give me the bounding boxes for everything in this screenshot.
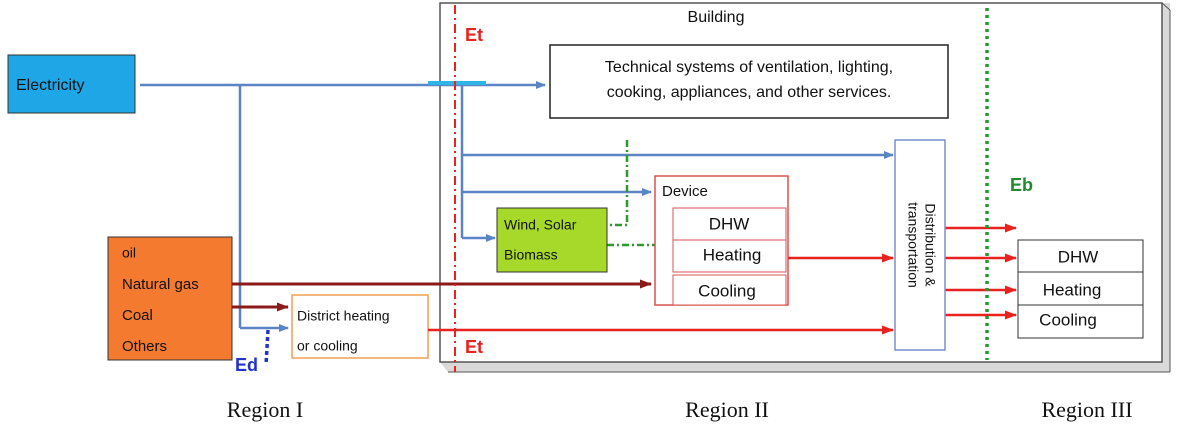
technical-systems-line: Technical systems of ventilation, lighti… (605, 59, 893, 76)
distribution-label: transportation (905, 202, 921, 288)
renewables-label: Wind, Solar (504, 217, 577, 233)
district-box (291, 294, 429, 359)
fossil-label: oil (122, 245, 136, 261)
ed-boundary (264, 329, 270, 366)
device-item: DHW (709, 214, 750, 233)
device-item: Heating (703, 245, 762, 264)
end-use-box (1017, 304, 1144, 339)
region-label: Region III (1041, 397, 1132, 422)
renewables-label: Biomass (504, 247, 558, 263)
district-label: District heating (297, 308, 390, 324)
region-label: Region I (227, 397, 303, 422)
end-use-label: Cooling (1039, 310, 1097, 329)
technical-systems-line: cooking, appliances, and other services. (607, 84, 892, 101)
eb-label: Eb (1010, 175, 1033, 195)
distribution-label: Distribution & (922, 203, 938, 287)
fossil-label: Others (122, 338, 167, 355)
technical-systems-box (549, 44, 949, 119)
region-label: Region II (685, 397, 769, 422)
fuel-lines (232, 279, 652, 312)
end-use-box (1017, 239, 1144, 273)
et-label: Et (465, 337, 483, 357)
end-use-box (1017, 271, 1144, 306)
renewables-box (496, 207, 608, 273)
ed-label: Ed (235, 355, 258, 375)
device-item-box (672, 274, 787, 306)
et-label: Et (465, 25, 483, 45)
device-item-box (672, 239, 787, 273)
renewable-links (607, 140, 655, 247)
fossil-box (107, 236, 233, 361)
fossil-label: Coal (122, 307, 153, 324)
heat-lines (428, 223, 1017, 335)
electricity-label: Electricity (16, 77, 84, 94)
electricity-box (7, 54, 136, 114)
end-use-label: Heating (1043, 280, 1102, 299)
fossil-label: Natural gas (122, 276, 199, 293)
device-title: Device (662, 183, 708, 200)
device-item: Cooling (698, 281, 756, 300)
distribution-box (894, 139, 946, 351)
building-label: Building (688, 9, 745, 26)
district-label: or cooling (297, 338, 358, 354)
end-use-label: DHW (1058, 247, 1099, 266)
